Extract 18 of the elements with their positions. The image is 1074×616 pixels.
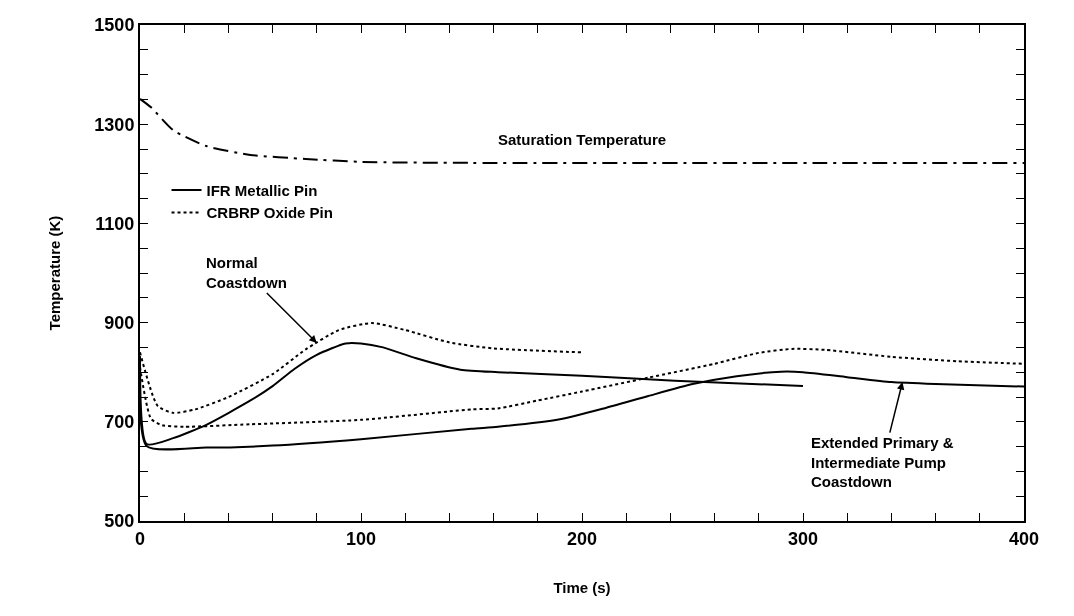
- y-tick-label: 500: [104, 511, 135, 532]
- y-tick-label: 1300: [94, 114, 135, 135]
- y-axis-title: Temperature (K): [46, 215, 64, 331]
- x-tick-label: 100: [345, 528, 377, 549]
- y-tick-label: 700: [104, 412, 135, 433]
- x-tick-label: 300: [787, 528, 819, 549]
- y-tick-label: 1500: [94, 15, 135, 36]
- x-axis-title: Time (s): [553, 579, 611, 597]
- x-tick-label: 400: [1008, 528, 1040, 549]
- y-tick-label: 1100: [95, 213, 135, 234]
- y-tick-label: 900: [104, 312, 135, 333]
- legend-label: IFR Metallic Pin: [206, 181, 318, 199]
- annotation: Extended Primary & Intermediate Pump Coastdown: [811, 434, 954, 490]
- annotation: Saturation Temperature: [498, 131, 667, 148]
- legend-label: CRBRP Oxide Pin: [206, 204, 333, 222]
- x-tick-label: 0: [134, 528, 146, 549]
- x-tick-label: 200: [566, 528, 598, 549]
- annotation: Normal Coastdown: [206, 254, 287, 291]
